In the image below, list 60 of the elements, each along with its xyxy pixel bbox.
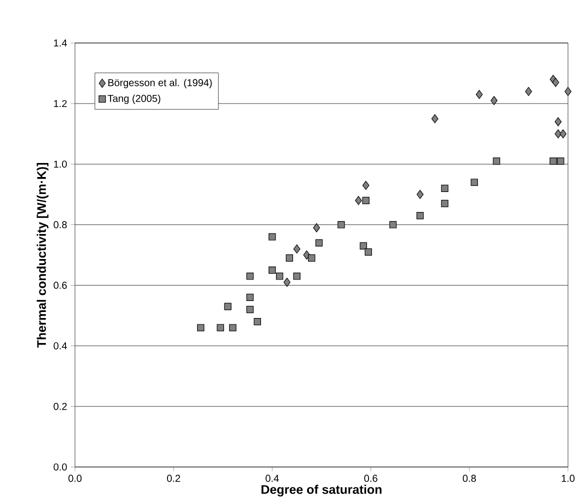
y-axis-title: Thermal conductivity [W/(m·K)] <box>36 163 48 348</box>
point <box>470 178 478 186</box>
point <box>557 158 564 165</box>
legend-label: Tang (2005) <box>108 94 160 104</box>
point <box>246 306 254 314</box>
point <box>525 87 532 96</box>
x-tick-label: 0.6 <box>364 474 378 482</box>
point <box>362 196 370 204</box>
point <box>308 254 316 262</box>
point <box>360 242 368 250</box>
x-tick-label: 0.0 <box>68 474 82 482</box>
point <box>268 233 276 241</box>
point <box>246 272 254 280</box>
point <box>315 239 323 247</box>
point <box>246 294 254 302</box>
point <box>550 158 557 165</box>
point <box>313 223 320 232</box>
point <box>476 90 483 100</box>
point <box>416 212 424 220</box>
y-tick-label: 1.4 <box>54 40 67 47</box>
y-tick-label: 0.8 <box>54 221 67 228</box>
point <box>254 318 262 326</box>
y-tick-label: 0.2 <box>54 403 67 410</box>
point <box>355 196 362 206</box>
point <box>224 302 232 310</box>
x-tick-label: 0.8 <box>462 474 476 482</box>
point <box>554 117 562 126</box>
point <box>441 184 448 192</box>
point <box>416 190 424 200</box>
point <box>554 129 562 138</box>
y-tick-label: 0.0 <box>54 464 67 471</box>
point <box>362 180 370 190</box>
point <box>293 272 300 280</box>
legend-label: Börgesson et al. (1994) <box>108 78 212 88</box>
point <box>293 244 300 254</box>
point <box>552 78 560 87</box>
point <box>286 254 294 262</box>
point <box>276 272 284 280</box>
point <box>389 221 397 228</box>
point <box>431 114 438 124</box>
point <box>490 96 498 106</box>
x-tick-label: 0.2 <box>167 474 180 482</box>
x-tick-label: 0.4 <box>266 474 279 482</box>
point <box>229 324 236 332</box>
x-axis-title: Degree of saturation <box>262 484 382 497</box>
point <box>441 200 448 208</box>
y-tick-label: 0.4 <box>54 342 67 350</box>
point <box>216 324 224 332</box>
point <box>492 158 500 165</box>
y-tick-label: 0.6 <box>54 282 67 289</box>
x-tick-label: 1.0 <box>562 474 575 482</box>
point <box>197 324 204 332</box>
y-tick-label: 1.2 <box>54 100 67 108</box>
point <box>564 87 572 96</box>
point <box>268 266 276 274</box>
point <box>364 248 372 256</box>
point <box>284 278 290 287</box>
point <box>560 129 567 138</box>
point <box>338 221 345 228</box>
y-tick-label: 1.0 <box>54 160 67 168</box>
